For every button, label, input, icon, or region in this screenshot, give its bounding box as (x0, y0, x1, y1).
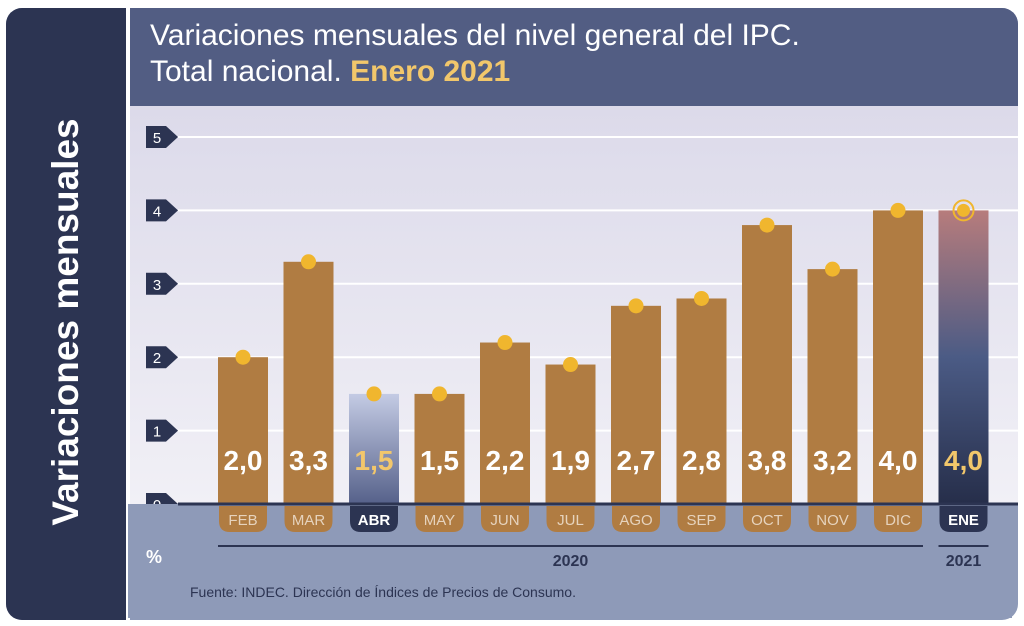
y-tick: 5 (146, 126, 178, 148)
data-label: 2,2 (486, 445, 525, 476)
bar (938, 210, 989, 504)
category-label: JUL (557, 512, 584, 529)
category-tab (612, 506, 660, 532)
data-label: 4,0 (944, 445, 983, 476)
sidebar-panel (6, 8, 126, 620)
category-tab (939, 506, 988, 532)
point-dot (366, 386, 382, 402)
category-tab (415, 506, 464, 532)
data-label: 3,3 (289, 445, 328, 476)
y-tick-label: 5 (153, 130, 161, 147)
bar (349, 393, 399, 504)
data-label: 2,0 (224, 445, 263, 476)
category-label: AGO (619, 512, 652, 529)
data-label: 2,7 (617, 445, 656, 476)
point-dot (563, 357, 578, 373)
category-label: MAR (292, 512, 326, 529)
category-label: ENE (948, 512, 979, 529)
point-dot (497, 335, 513, 351)
point-dot (301, 254, 316, 270)
category-label: SEP (686, 512, 716, 529)
source-note: Fuente: INDEC. Dirección de Índices de P… (190, 584, 576, 600)
year-label: 2020 (553, 553, 589, 570)
point-dot (694, 290, 709, 306)
title-highlight: Enero 2021 (350, 55, 511, 88)
bar (742, 225, 792, 504)
bar (611, 305, 661, 504)
point-ring (952, 199, 975, 222)
point-dot (432, 386, 447, 402)
category-tab (284, 506, 333, 532)
bar (807, 269, 858, 504)
point-dot (628, 298, 644, 314)
category-tab (219, 506, 267, 532)
y-tick-marker (146, 419, 178, 442)
category-label: JUN (490, 512, 519, 529)
bar (480, 342, 530, 504)
bar (283, 261, 334, 504)
bar (414, 393, 465, 504)
data-label: 2,8 (682, 445, 721, 476)
y-tick-marker (146, 126, 178, 148)
y-tick-label: 2 (153, 350, 161, 367)
point-dot (235, 349, 251, 365)
bar (545, 364, 596, 504)
data-label: 3,2 (813, 445, 852, 476)
category-tab (481, 506, 529, 532)
y-tick: 2 (146, 346, 178, 369)
y-tick: 1 (146, 419, 178, 442)
data-label: 1,9 (551, 445, 590, 476)
y-tick-marker (146, 346, 178, 369)
unit-label: % (146, 547, 163, 567)
header-band (130, 8, 1018, 106)
y-tick-label: 3 (153, 277, 161, 294)
category-label: FEB (228, 512, 257, 529)
chart-title: Variaciones mensuales del nivel general … (150, 18, 800, 90)
y-tick-label: 4 (153, 203, 161, 220)
title-line-1: Variaciones mensuales del nivel general … (150, 19, 800, 52)
sidebar-divider (126, 8, 130, 620)
bar (676, 298, 727, 504)
category-tab (546, 506, 595, 532)
category-tab (808, 506, 857, 532)
category-tab (874, 506, 922, 532)
category-label: ABR (358, 512, 391, 529)
category-label: MAY (424, 512, 455, 529)
year-label: 2021 (946, 553, 982, 570)
point-dot (957, 203, 970, 217)
category-tab (743, 506, 791, 532)
y-tick: 3 (146, 272, 178, 295)
point-dot (759, 217, 775, 233)
data-label: 3,8 (748, 445, 787, 476)
y-tick-marker (146, 272, 178, 295)
point-dot (890, 202, 906, 218)
category-tab (677, 506, 726, 532)
category-label: NOV (816, 512, 849, 529)
data-label: 1,5 (355, 445, 394, 476)
category-tab (350, 506, 398, 532)
y-tick: 4 (146, 199, 178, 222)
data-label: 4,0 (879, 445, 918, 476)
point-dot (825, 261, 840, 277)
title-line-2: Total nacional. Enero 2021 (150, 54, 800, 90)
y-tick-marker (146, 199, 178, 222)
title-prefix: Total nacional. (150, 55, 342, 88)
y-tick-label: 1 (153, 424, 161, 441)
category-label: DIC (885, 512, 911, 529)
bar (218, 357, 268, 504)
bar (873, 210, 923, 504)
data-label: 1,5 (420, 445, 459, 476)
category-label: OCT (751, 512, 783, 529)
